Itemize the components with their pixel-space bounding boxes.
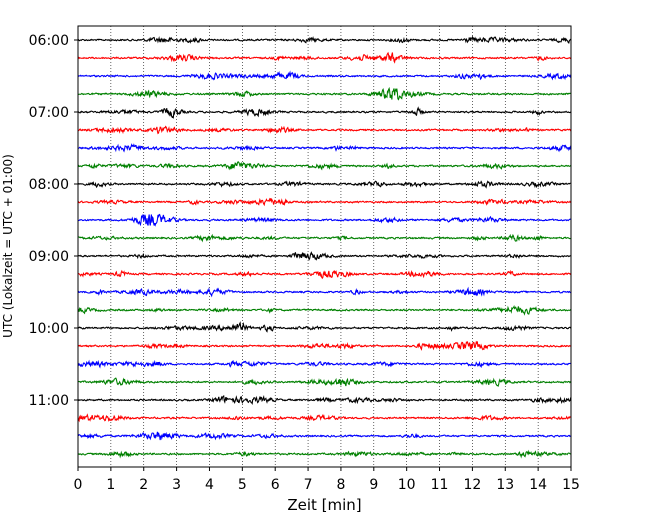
trace-line [77,161,572,171]
trace-line [77,197,572,207]
trace-line [77,143,572,153]
y-tick-label: 06:00 [29,33,69,49]
trace-line [77,413,572,423]
trace-line [77,70,572,81]
x-tick-label: 3 [172,477,181,493]
y-axis-label: UTC (Lokalzeit = UTC + 01:00) [1,154,15,338]
traces [77,35,572,459]
x-tick-label: 11 [431,477,449,493]
x-tick-label: 6 [271,477,280,493]
trace-line [77,251,572,261]
x-tick-label: 7 [304,477,313,493]
y-tick-label: 09:00 [29,249,69,265]
y-tick-label: 11:00 [29,393,69,409]
x-axis: 0 1 2 3 4 5 6 7 8 9 10 11 12 13 14 15 [74,467,580,493]
y-tick-label: 07:00 [29,105,69,121]
y-tick-label: 08:00 [29,177,69,193]
trace-line [77,394,572,406]
x-tick-label: 2 [139,477,148,493]
plot-frame [77,25,572,468]
x-tick-label: 15 [562,477,580,493]
x-tick-label: 14 [529,477,547,493]
x-tick-label: 13 [496,477,514,493]
trace-line [77,305,572,316]
trace-line [77,269,572,280]
trace-line [77,125,572,135]
x-tick-label: 0 [74,477,83,493]
trace-line [77,106,572,120]
trace-line [78,377,572,387]
x-tick-label: 12 [463,477,481,493]
trace-line [77,340,572,351]
x-tick-label: 5 [238,477,247,493]
x-tick-label: 9 [369,477,378,493]
x-tick-label: 8 [336,477,345,493]
x-tick-label: 1 [106,477,115,493]
x-tick-label: 10 [398,477,416,493]
trace-line [77,180,572,189]
y-axis: 06:00 07:00 08:00 09:00 10:00 11:00 [29,33,78,409]
trace-line [77,86,572,101]
trace-line [77,286,572,298]
trace-line [77,321,572,333]
trace-line [77,449,572,459]
y-tick-label: 10:00 [29,321,69,337]
trace-line [77,213,572,227]
x-tick-label: 4 [205,477,214,493]
trace-line [77,51,572,64]
trace-line [77,35,572,44]
x-axis-label: Zeit [min] [287,496,361,514]
trace-line [77,431,572,441]
trace-line [77,233,572,243]
trace-line [77,359,572,369]
